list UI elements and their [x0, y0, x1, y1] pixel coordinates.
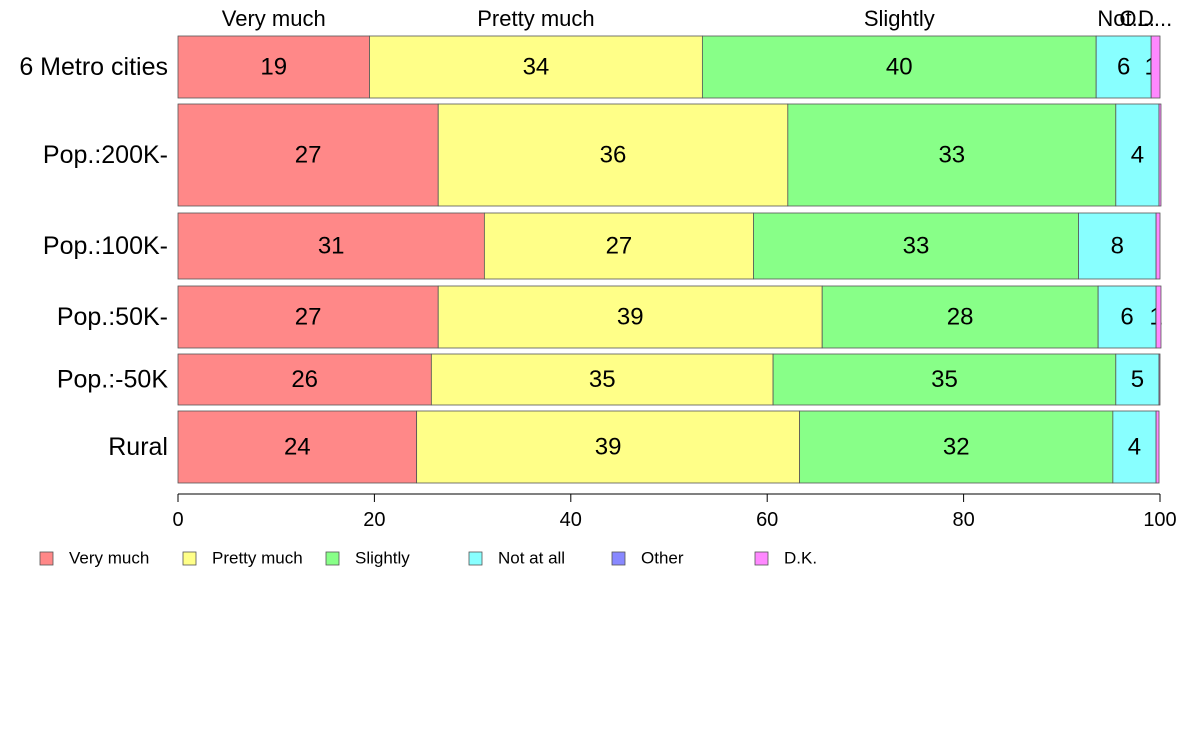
bar-very-much — [177, 103, 439, 207]
data-label: 33 — [903, 233, 930, 260]
bar-pretty-much — [483, 212, 754, 280]
bar-slightly — [787, 103, 1117, 207]
legend-label-other: Other — [641, 549, 684, 568]
legend-label-very-much: Very much — [69, 549, 149, 568]
bar-slightly — [772, 353, 1117, 406]
legend-label-not-at-all: Not at all — [498, 549, 565, 568]
bars: 1934406127363343127338273928612635355243… — [177, 35, 1163, 484]
category-label: Pop.:50K- — [57, 303, 168, 331]
bar-not-at-all — [1115, 353, 1160, 406]
legend-swatch-very-much — [39, 551, 54, 566]
x-tick-label: 0 — [172, 509, 183, 531]
data-label: 32 — [943, 434, 970, 461]
data-label: 27 — [295, 304, 322, 331]
bar-d-k — [1158, 353, 1161, 406]
bar-d-k — [1158, 103, 1162, 207]
bar-slightly — [799, 410, 1114, 484]
top-label-slightly: Slightly — [864, 6, 935, 31]
top-label-not-at-all: Not... — [1097, 6, 1150, 31]
data-label: 5 — [1131, 366, 1144, 393]
bar-not-at-all — [1078, 212, 1157, 280]
bar-not-at-all — [1097, 285, 1157, 349]
bar-slightly — [821, 285, 1099, 349]
data-label: 4 — [1128, 434, 1141, 461]
bar-pretty-much — [416, 410, 801, 484]
bar-not-at-all — [1095, 35, 1152, 99]
data-label: 26 — [291, 366, 318, 393]
bar-very-much — [177, 35, 370, 99]
data-label: 34 — [523, 54, 550, 81]
data-label: 40 — [886, 54, 913, 81]
data-label: 19 — [260, 54, 287, 81]
legend: Very much Pretty much Slightly Not at all Ot… — [39, 549, 817, 568]
category-labels: 6 Metro cities Pop.:200K- Pop.:100K- Pop.:5… — [19, 53, 168, 461]
top-column-labels: Very much Pretty much Slightly Not...O...D.… — [222, 6, 1173, 31]
x-axis: 0 20 40 60 80 100 — [172, 493, 1177, 531]
data-label: 36 — [600, 142, 627, 169]
bar-d-k — [1155, 410, 1160, 484]
top-label-d-k: D... — [1138, 6, 1172, 31]
data-label: 4 — [1131, 142, 1144, 169]
data-label: 35 — [931, 366, 958, 393]
legend-label-pretty-much: Pretty much — [212, 549, 303, 568]
legend-swatch-not-at-all — [468, 551, 483, 566]
bar-pretty-much — [437, 103, 789, 207]
bar-not-at-all — [1112, 410, 1157, 484]
data-label: 39 — [617, 304, 644, 331]
data-label: 6 — [1120, 304, 1133, 331]
bar-very-much — [177, 353, 432, 406]
bar-pretty-much — [430, 353, 774, 406]
category-label: 6 Metro cities — [19, 53, 168, 81]
data-label: 27 — [295, 142, 322, 169]
data-label: 33 — [938, 142, 965, 169]
top-label-pretty-much: Pretty much — [477, 6, 594, 31]
bar-slightly — [753, 212, 1079, 280]
legend-swatch-other — [611, 551, 626, 566]
bar-d-k — [1155, 285, 1162, 349]
data-label: 31 — [318, 233, 345, 260]
bar-d-k — [1150, 35, 1161, 99]
legend-swatch-d-k — [754, 551, 769, 566]
bar-slightly — [701, 35, 1097, 99]
bar-very-much — [177, 285, 439, 349]
legend-swatch-slightly — [325, 551, 340, 566]
bar-not-at-all — [1115, 103, 1160, 207]
top-label-other: O... — [1119, 6, 1154, 31]
bar-d-k — [1155, 212, 1161, 280]
top-label-very-much: Very much — [222, 6, 326, 31]
x-tick-label: 40 — [560, 509, 582, 531]
data-label: 28 — [947, 304, 974, 331]
category-label: Rural — [108, 433, 168, 461]
category-label: Pop.:-50K — [57, 366, 169, 394]
legend-swatch-pretty-much — [182, 551, 197, 566]
x-tick-label: 20 — [363, 509, 385, 531]
bar-pretty-much — [437, 285, 823, 349]
x-tick-label: 60 — [756, 509, 778, 531]
data-label: 24 — [284, 434, 311, 461]
legend-label-d-k: D.K. — [784, 549, 817, 568]
data-label: 8 — [1111, 233, 1124, 260]
bar-very-much — [177, 212, 485, 280]
data-label: 35 — [589, 366, 616, 393]
category-label: Pop.:200K- — [43, 141, 168, 169]
bar-very-much — [177, 410, 418, 484]
data-label: 6 — [1117, 54, 1130, 81]
x-tick-label: 100 — [1143, 509, 1176, 531]
x-tick-label: 80 — [952, 509, 974, 531]
legend-label-slightly: Slightly — [355, 549, 410, 568]
data-label: 27 — [606, 233, 633, 260]
data-label: 39 — [595, 434, 622, 461]
category-label: Pop.:100K- — [43, 232, 168, 260]
